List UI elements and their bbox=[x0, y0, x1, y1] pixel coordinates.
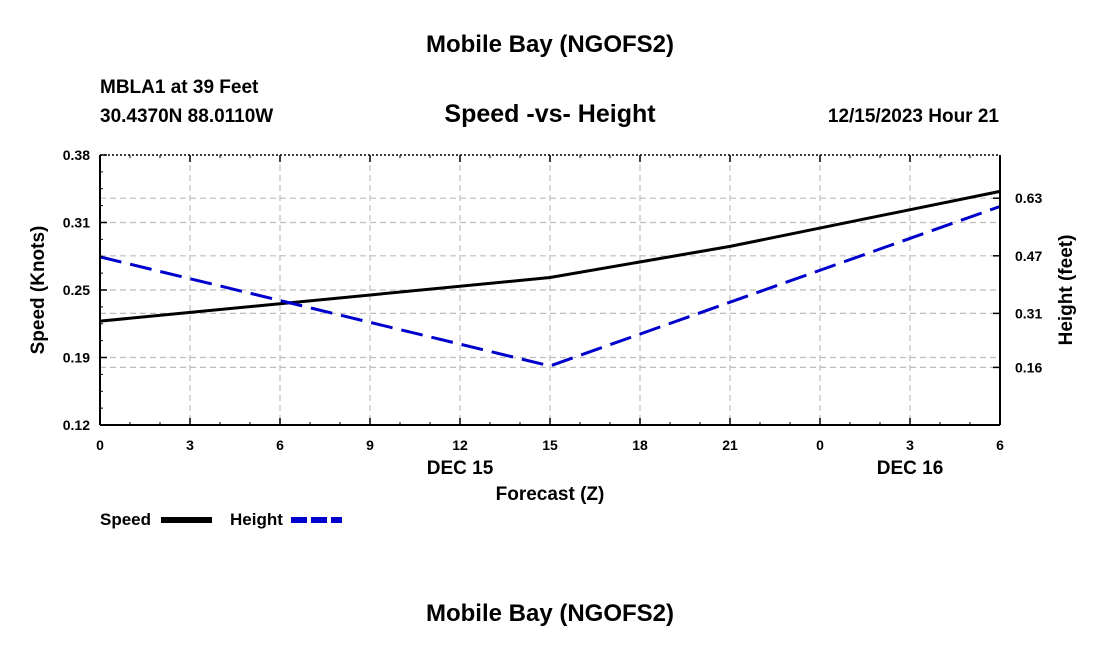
x-tick-label: 12 bbox=[452, 437, 468, 453]
x-tick-label: 18 bbox=[632, 437, 648, 453]
date-label: DEC 16 bbox=[877, 458, 944, 479]
x-tick-label: 15 bbox=[542, 437, 558, 453]
station-coordinates: 30.4370N 88.0110W bbox=[100, 106, 274, 127]
grid-layer bbox=[100, 155, 1000, 425]
y-tick-label: 0.25 bbox=[63, 282, 90, 298]
legend: Speed Height bbox=[100, 510, 342, 529]
y-axis-title: Speed (Knots) bbox=[28, 226, 49, 355]
y-tick-label: 0.19 bbox=[63, 350, 90, 366]
chart-subtitle: Speed -vs- Height bbox=[444, 100, 656, 128]
y-tick-label: 0.31 bbox=[63, 215, 90, 231]
y2-tick-label: 0.63 bbox=[1015, 190, 1042, 206]
y2-tick-label: 0.47 bbox=[1015, 248, 1042, 264]
y2-axis-title: Height (feet) bbox=[1056, 235, 1077, 346]
legend-label-speed: Speed bbox=[100, 510, 151, 529]
x-axis-title: Forecast (Z) bbox=[496, 484, 605, 505]
station-label: MBLA1 at 39 Feet bbox=[100, 77, 259, 98]
x-tick-label: 0 bbox=[96, 437, 104, 453]
footer-title: Mobile Bay (NGOFS2) bbox=[425, 600, 675, 627]
forecast-datetime: 12/15/2023 Hour 21 bbox=[827, 106, 999, 127]
x-tick-label: 6 bbox=[996, 437, 1004, 453]
date-label: DEC 15 bbox=[427, 458, 494, 479]
x-tick-label: 21 bbox=[722, 437, 738, 453]
series-line-speed bbox=[99, 189, 1001, 323]
series-layer bbox=[99, 189, 1001, 368]
x-tick-label: 6 bbox=[276, 437, 284, 453]
x-tick-label: 9 bbox=[366, 437, 374, 453]
y-tick-label: 0.38 bbox=[63, 147, 90, 163]
legend-label-height: Height bbox=[230, 510, 283, 529]
y-tick-label: 0.12 bbox=[63, 417, 90, 433]
x-tick-label: 3 bbox=[906, 437, 914, 453]
x-tick-label: 3 bbox=[186, 437, 194, 453]
x-tick-label: 0 bbox=[816, 437, 824, 453]
y2-tick-label: 0.31 bbox=[1015, 305, 1042, 321]
main-title: Mobile Bay (NGOFS2) bbox=[425, 31, 675, 58]
axes-layer bbox=[99, 154, 1001, 426]
series-line-height bbox=[99, 205, 1001, 368]
labels-layer: 0 3 6 9 12 15 18 21 0 3 6 0.38 0.31 0.25 0.19 0.12 0.63 0… bbox=[28, 147, 1077, 505]
y2-tick-label: 0.16 bbox=[1015, 359, 1042, 375]
